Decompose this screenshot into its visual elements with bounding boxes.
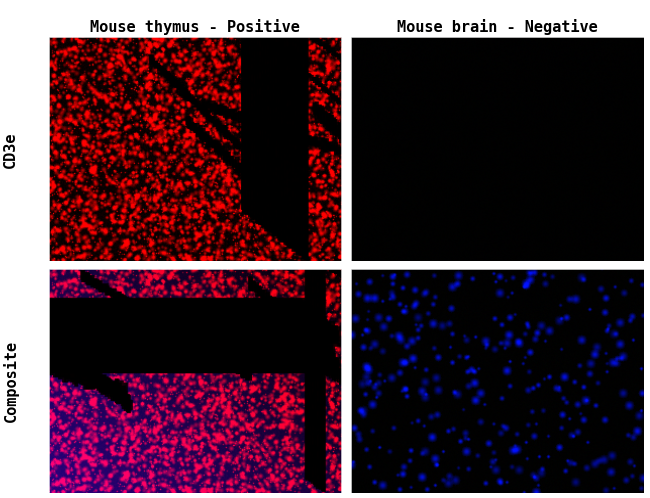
Text: Composite: Composite [3,340,20,422]
Text: Mouse thymus - Positive: Mouse thymus - Positive [90,19,300,35]
Text: Mouse brain - Negative: Mouse brain - Negative [397,19,597,35]
Text: CD3e: CD3e [3,131,18,168]
